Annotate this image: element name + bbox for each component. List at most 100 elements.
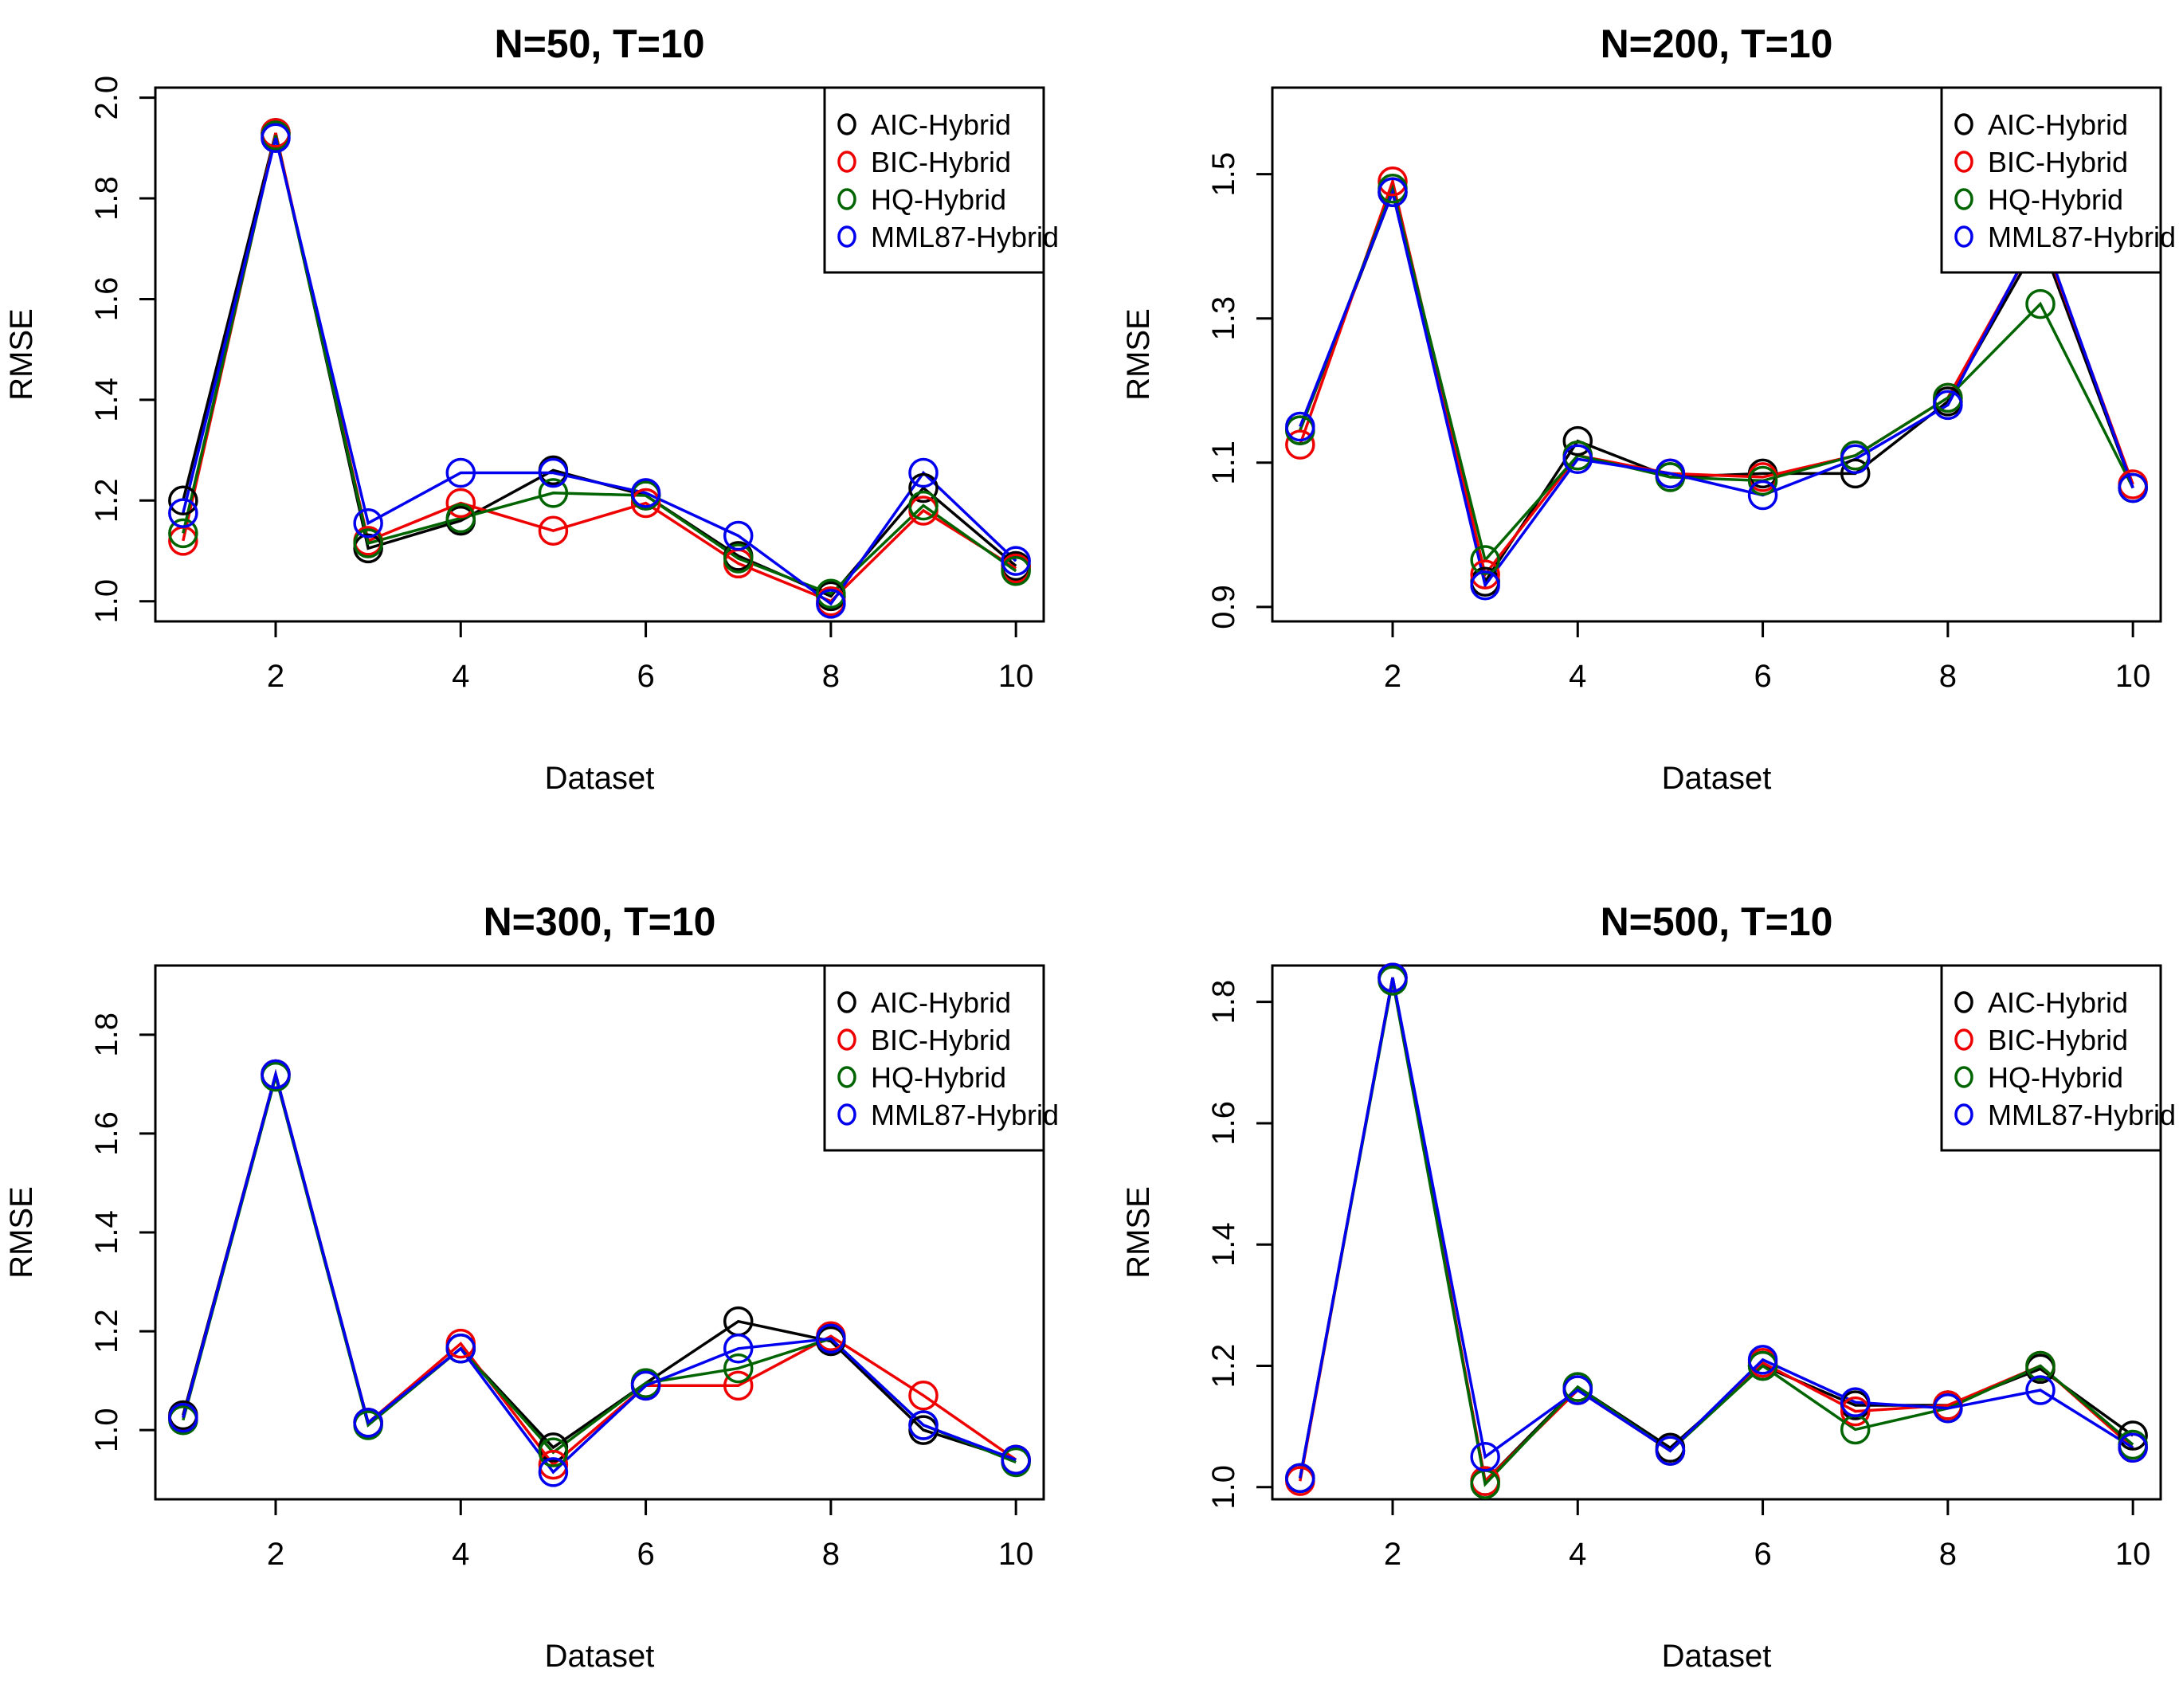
data-point-mml87-hybrid — [1933, 1393, 1963, 1424]
x-tick-label: 6 — [1754, 1537, 1771, 1572]
y-tick-label: 1.6 — [89, 277, 124, 322]
legend-label: AIC-Hybrid — [1988, 986, 2128, 1019]
data-point-hq-hybrid — [168, 518, 198, 549]
data-point-mml87-hybrid — [908, 457, 939, 488]
data-point-hq-hybrid — [1933, 382, 1963, 413]
data-point-mml87-hybrid — [1001, 1444, 1031, 1475]
data-point-mml87-hybrid — [1470, 1441, 1500, 1472]
legend-box — [823, 964, 1045, 1152]
data-point-mml87-hybrid — [168, 498, 198, 528]
x-axis-label: Dataset — [1662, 1639, 1772, 1674]
legend-label: BIC-Hybrid — [871, 146, 1011, 178]
data-point-mml87-hybrid — [261, 1059, 291, 1090]
data-point-mml87-hybrid — [816, 1323, 846, 1354]
data-point-aic-hybrid — [1840, 458, 1871, 489]
x-tick-label: 8 — [1939, 659, 1957, 694]
legend-label: MML87-Hybrid — [1988, 1099, 2176, 1131]
data-point-mml87-hybrid — [2118, 1432, 2148, 1463]
chart-title: N=500, T=10 — [1601, 899, 1833, 944]
legend: AIC-Hybrid BIC-Hybrid HQ-Hybrid MML87-Hybri… — [823, 86, 1059, 274]
data-point-hq-hybrid — [445, 503, 476, 534]
y-axis-label: RMSE — [4, 1186, 39, 1279]
legend-label: MML87-Hybrid — [871, 1099, 1059, 1131]
data-point-mml87-hybrid — [723, 1334, 754, 1364]
y-tick-label: 1.2 — [1206, 1344, 1241, 1389]
data-point-hq-hybrid — [538, 478, 569, 508]
data-point-mml87-hybrid — [1470, 570, 1500, 601]
x-tick-label: 6 — [637, 1537, 654, 1572]
y-axis-label: RMSE — [1121, 308, 1156, 401]
data-point-mml87-hybrid — [353, 507, 383, 539]
x-axis-label: Dataset — [1662, 761, 1772, 796]
legend-marker — [837, 113, 856, 135]
data-point-bic-hybrid — [1378, 166, 1408, 197]
data-point-mml87-hybrid — [908, 1410, 939, 1440]
x-tick-label: 8 — [822, 1537, 840, 1572]
data-point-mml87-hybrid — [538, 1457, 569, 1487]
legend-marker — [837, 991, 856, 1013]
data-point-mml87-hybrid — [1655, 458, 1686, 489]
legend-box — [1940, 964, 2162, 1152]
y-tick-label: 1.2 — [89, 478, 124, 523]
x-tick-label: 8 — [822, 659, 840, 694]
data-point-mml87-hybrid — [261, 123, 291, 153]
data-point-mml87-hybrid — [445, 1334, 476, 1364]
data-point-mml87-hybrid — [1001, 546, 1031, 576]
legend-label: HQ-Hybrid — [1988, 1061, 2123, 1094]
y-tick-label: 1.4 — [89, 378, 124, 422]
data-point-aic-hybrid — [908, 472, 939, 503]
y-tick-label: 0.9 — [1206, 585, 1241, 629]
legend-label: AIC-Hybrid — [1988, 108, 2128, 141]
x-tick-label: 2 — [267, 659, 284, 694]
series-line-mml87-hybrid — [182, 1068, 1017, 1475]
y-tick-label: 1.6 — [89, 1111, 124, 1156]
chart-panel-2: N=200, T=10 2 4 6 8 10 0.9 1.1 1.3 1.5 Dataset RMSE… — [1121, 22, 2176, 796]
data-point-hq-hybrid — [1001, 556, 1031, 586]
data-point-bic-hybrid — [538, 1449, 569, 1480]
data-point-mml87-hybrid — [630, 1370, 661, 1401]
legend-label: MML87-Hybrid — [871, 221, 1059, 253]
legend-label: HQ-Hybrid — [871, 1061, 1006, 1094]
data-point-mml87-hybrid — [1378, 962, 1408, 993]
legend-marker — [837, 1103, 856, 1126]
series-line-hq-hybrid — [1299, 980, 2134, 1487]
x-tick-label: 4 — [452, 1537, 469, 1572]
series-line-mml87-hybrid — [1299, 187, 2134, 589]
data-point-hq-hybrid — [2025, 288, 2056, 319]
legend-label: BIC-Hybrid — [1988, 1024, 2128, 1056]
data-point-aic-hybrid — [168, 485, 198, 516]
data-point-hq-hybrid — [2025, 1350, 2056, 1381]
data-point-mml87-hybrid — [445, 457, 476, 488]
chart-panel-4: N=500, T=10 2 4 6 8 10 1.0 1.2 1.4 1.6 1.8 Dataset R… — [1121, 899, 2176, 1674]
data-point-mml87-hybrid — [353, 1408, 383, 1438]
x-tick-label: 8 — [1939, 1537, 1957, 1572]
legend-marker — [837, 225, 856, 248]
x-axis-label: Dataset — [545, 761, 655, 796]
data-point-bic-hybrid — [630, 488, 661, 519]
legend-label: AIC-Hybrid — [871, 108, 1011, 141]
legend-marker — [1954, 188, 1973, 210]
chart-panel-1: N=50, T=10 2 4 6 8 10 1.0 1.2 1.4 1.6 1.8 2.0 Datase… — [4, 22, 1059, 796]
legend-marker — [1954, 991, 1973, 1013]
data-point-mml87-hybrid — [1747, 480, 1778, 511]
data-point-bic-hybrid — [723, 1370, 754, 1401]
legend: AIC-Hybrid BIC-Hybrid HQ-Hybrid MML87-Hybri… — [1940, 964, 2176, 1152]
data-point-bic-hybrid — [1470, 559, 1500, 590]
x-tick-label: 4 — [452, 659, 469, 694]
x-tick-label: 10 — [998, 1537, 1034, 1572]
legend-marker — [1954, 225, 1973, 248]
y-tick-label: 1.1 — [1206, 441, 1241, 485]
legend-marker — [1954, 151, 1973, 173]
chart-panel-3: N=300, T=10 2 4 6 8 10 1.0 1.2 1.4 1.6 1.8 Dataset R… — [4, 899, 1059, 1674]
legend-label: BIC-Hybrid — [871, 1024, 1011, 1056]
x-tick-label: 2 — [1384, 659, 1401, 694]
legend-label: MML87-Hybrid — [1988, 221, 2176, 253]
x-tick-label: 6 — [637, 659, 654, 694]
data-point-hq-hybrid — [1470, 545, 1500, 575]
x-tick-label: 6 — [1754, 659, 1771, 694]
data-point-mml87-hybrid — [1655, 1436, 1686, 1466]
x-tick-label: 10 — [2115, 659, 2151, 694]
data-point-hq-hybrid — [1747, 465, 1778, 496]
data-point-mml87-hybrid — [168, 1402, 198, 1433]
